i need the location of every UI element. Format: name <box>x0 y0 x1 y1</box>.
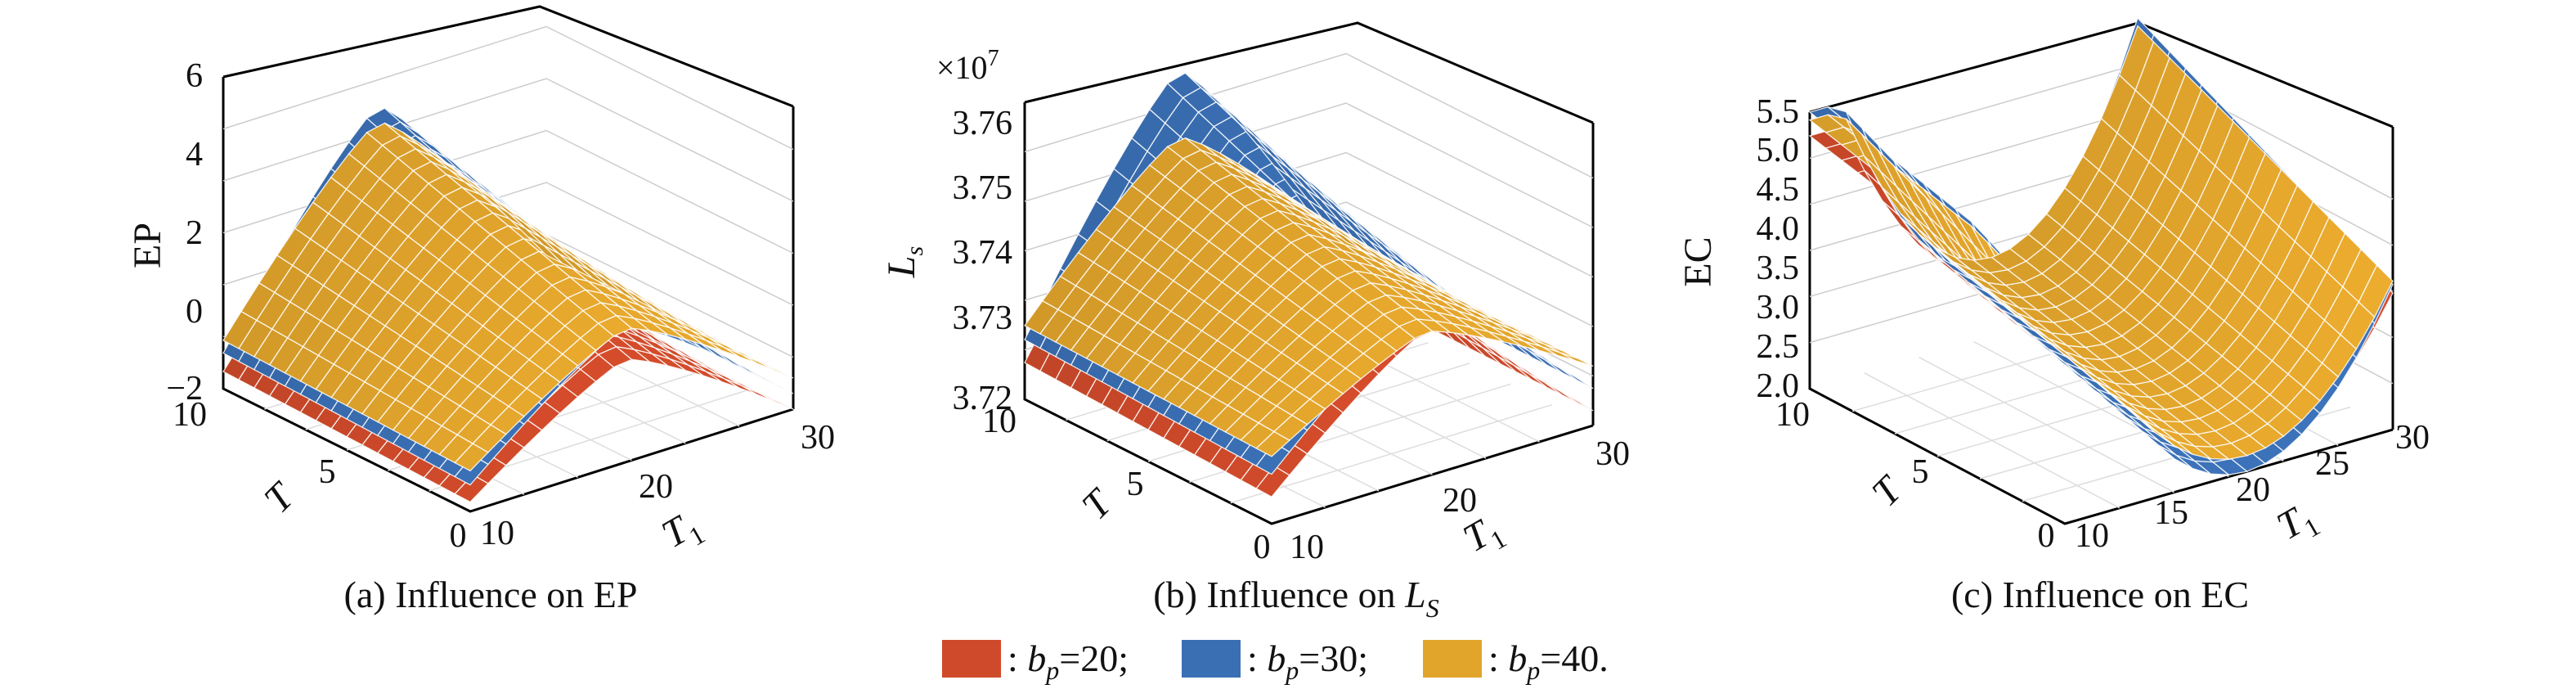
legend: : bp=20; : bp=30; : bp=40. <box>942 637 1609 685</box>
panel-caption: (b) Influence on LS <box>1153 574 1438 623</box>
z-tick-label: 3.0 <box>1757 289 1800 326</box>
gridline <box>222 78 794 202</box>
z-tick-label: 5.5 <box>1757 93 1800 131</box>
surface-series <box>222 122 794 472</box>
x-tick-label: 0 <box>2038 517 2055 555</box>
legend-item-bp30: : bp=30; <box>1182 637 1368 685</box>
legend-label: : bp=20; <box>1008 637 1129 685</box>
x-tick-label: 0 <box>1254 529 1271 566</box>
y-axis: 10 20 30 T1 <box>1290 435 1630 566</box>
y-tick-label: 30 <box>801 419 835 457</box>
legend-item-bp20: : bp=20; <box>942 637 1129 685</box>
surface-cell <box>1327 227 1362 250</box>
y-tick-label: 20 <box>1443 482 1477 520</box>
y-tick-label: 10 <box>2075 517 2109 555</box>
z-axis: ×107 3.76 3.75 3.74 3.73 3.72 Ls <box>880 46 1012 417</box>
x-tick-label: 5 <box>319 453 336 491</box>
z-axis: 5.5 5.0 4.5 4.0 3.5 3.0 2.5 2.0 EC <box>1676 93 1799 405</box>
legend-swatch <box>942 640 1001 678</box>
z-axis-label: EC <box>1676 236 1720 286</box>
y-tick-label: 30 <box>1595 435 1630 473</box>
x-tick-label: 0 <box>450 517 467 555</box>
z-tick-label: 0 <box>186 293 203 331</box>
y-tick-label: 15 <box>2154 494 2188 532</box>
y-tick-label: 30 <box>2395 419 2430 457</box>
z-tick-label: −2 <box>166 370 203 408</box>
surface-plot <box>222 107 794 503</box>
surface-series <box>1808 25 2394 460</box>
gridline <box>1024 52 1594 179</box>
legend-swatch <box>1182 640 1241 678</box>
z-tick-label: 5.0 <box>1757 132 1800 169</box>
y-tick-label: 20 <box>639 468 673 506</box>
z-tick-label: 3.5 <box>1757 250 1800 287</box>
y-tick-label: 10 <box>480 515 514 552</box>
chart-panel-ls: ×107 3.76 3.75 3.74 3.73 3.72 Ls 0 5 10 … <box>880 21 1630 623</box>
surface-plot <box>1024 72 1594 498</box>
legend-label: : bp=30; <box>1247 637 1368 685</box>
x-tick-label: 5 <box>1912 453 1929 491</box>
chart-panel-ep: 6 4 2 0 −2 EP 0 5 10 T 10 20 30 T1 (a) I… <box>126 5 835 615</box>
surface-cell <box>2118 25 2155 92</box>
z-scale-factor: ×107 <box>936 46 999 86</box>
z-tick-label: 4.0 <box>1757 210 1800 248</box>
x-tick-label: 5 <box>1127 466 1144 503</box>
z-tick-label: 2.0 <box>1757 367 1800 405</box>
y-tick-label: 10 <box>1290 529 1324 566</box>
legend-item-bp40: : bp=40. <box>1423 637 1609 685</box>
chart-panel-ec: 5.5 5.0 4.5 4.0 3.5 3.0 2.5 2.0 EC 0 5 1… <box>1676 16 2430 615</box>
z-tick-label: 6 <box>186 57 203 95</box>
y-tick-label: 25 <box>2315 445 2349 483</box>
z-tick-label: 3.76 <box>953 105 1013 142</box>
z-axis-label: EP <box>126 223 169 268</box>
z-tick-label: 3.75 <box>953 169 1013 207</box>
surface-series <box>1024 137 1594 457</box>
y-tick-label: 20 <box>2236 471 2270 509</box>
gridline <box>222 25 794 151</box>
z-tick-label: 3.72 <box>953 380 1013 417</box>
surface-plot <box>1808 16 2394 476</box>
z-axis: 6 4 2 0 −2 EP <box>126 57 203 408</box>
z-tick-label: 3.73 <box>953 299 1013 337</box>
legend-label: : bp=40. <box>1488 637 1609 685</box>
z-tick-label: 3.74 <box>953 234 1013 272</box>
legend-swatch <box>1423 640 1482 678</box>
panel-caption: (c) Influence on EC <box>1951 574 2249 615</box>
panel-caption: (a) Influence on EP <box>344 574 638 615</box>
z-tick-label: 4.5 <box>1757 171 1800 209</box>
x-tick-label: 10 <box>1775 396 1810 434</box>
x-tick-label: 10 <box>982 403 1016 440</box>
surface-cell <box>527 236 563 263</box>
z-tick-label: 2 <box>186 214 203 252</box>
z-tick-label: 2.5 <box>1757 328 1800 366</box>
x-tick-label: 10 <box>173 396 207 434</box>
z-tick-label: 4 <box>186 136 203 173</box>
z-axis-label: Ls <box>880 246 928 278</box>
